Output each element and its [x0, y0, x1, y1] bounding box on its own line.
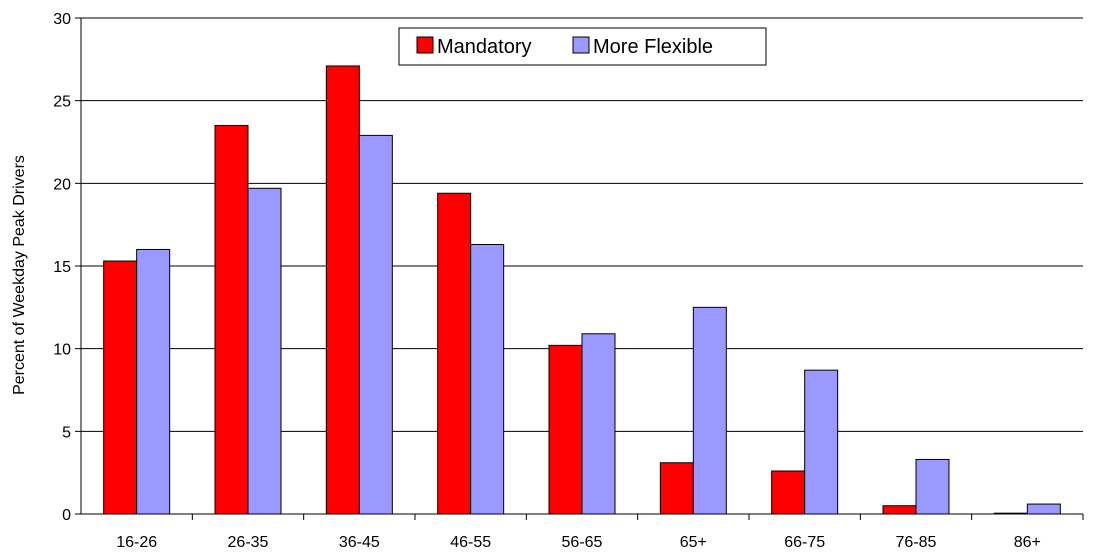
x-tick-label: 66-75 — [784, 534, 825, 551]
bar-more-flexible-16-26 — [136, 248, 171, 515]
bar-more-flexible-65 — [692, 306, 727, 515]
y-tick-label: 15 — [53, 259, 71, 276]
y-tick-label: 20 — [53, 176, 71, 193]
y-tick-label: 30 — [53, 11, 71, 28]
x-tick-label: 65+ — [680, 534, 707, 551]
y-tick-label: 25 — [53, 94, 71, 111]
bar-mandatory-46-55 — [437, 192, 472, 515]
bar-mandatory-65 — [659, 462, 694, 515]
bar-more-flexible-46-55 — [470, 244, 505, 515]
x-tick-label: 76-85 — [896, 534, 937, 551]
x-tick-label: 26-35 — [228, 534, 269, 551]
bar-more-flexible-76-85 — [915, 458, 950, 515]
y-tick-label: 0 — [62, 507, 71, 524]
x-tick-label: 46-55 — [450, 534, 491, 551]
x-tick-label: 16-26 — [116, 534, 157, 551]
legend-label-more-flexible: More Flexible — [593, 36, 713, 58]
legend-label-mandatory: Mandatory — [437, 36, 532, 58]
bar-more-flexible-66-75 — [804, 369, 839, 515]
bar-mandatory-56-65 — [548, 344, 583, 515]
legend-swatch-more-flexible — [572, 36, 590, 54]
legend-swatch-mandatory — [416, 36, 434, 54]
x-tick-labels: 16-26 26-35 36-45 46-55 56-65 65+ 66-75 76-85 86… — [116, 534, 1041, 551]
axes — [75, 17, 1084, 520]
bar-mandatory-36-45 — [325, 65, 360, 515]
bar-more-flexible-36-45 — [358, 134, 393, 515]
bar-more-flexible-26-35 — [247, 187, 282, 515]
legend: Mandatory More Flexible — [398, 27, 767, 66]
bars-group — [103, 65, 1061, 515]
bar-mandatory-16-26 — [103, 260, 138, 515]
bar-mandatory-26-35 — [214, 124, 249, 515]
y-tick-label: 5 — [62, 424, 71, 441]
bar-mandatory-66-75 — [771, 470, 806, 515]
x-tick-label: 36-45 — [339, 534, 380, 551]
y-axis-label: Percent of Weekday Peak Drivers — [11, 155, 28, 395]
y-tick-label: 10 — [53, 342, 71, 359]
x-tick-label: 56-65 — [562, 534, 603, 551]
y-tick-labels: 0 5 10 15 20 25 30 — [53, 11, 71, 524]
bar-more-flexible-56-65 — [581, 333, 616, 515]
bar-mandatory-76-85 — [882, 505, 917, 515]
x-tick-label: 86+ — [1014, 534, 1041, 551]
bar-more-flexible-86 — [1026, 503, 1061, 515]
